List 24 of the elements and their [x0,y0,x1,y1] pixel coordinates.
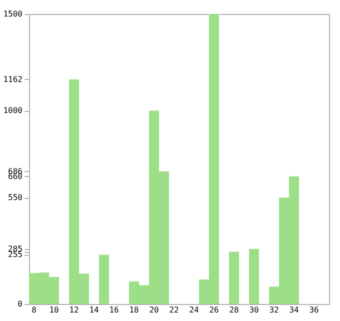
x-tick-label: 20 [149,306,159,314]
y-tick-label: 550 [8,193,23,202]
x-tick-label: 16 [109,306,119,314]
x-tick-label: 8 [32,306,37,314]
x-tick-label: 28 [229,306,239,314]
x-tick-label: 14 [89,306,99,314]
x-tick-label: 24 [189,306,199,314]
bar [99,254,109,304]
y-tick-label: 0 [18,300,23,308]
x-tick-label: 30 [249,306,259,314]
x-tick-label: 18 [129,306,139,314]
x-tick-label: 32 [269,306,279,314]
x-tick-label: 36 [309,306,319,314]
bar [249,248,259,304]
y-tick-label: 285 [8,244,23,254]
y-tick-label: 1500 [3,10,23,18]
x-tick-label: 12 [69,306,79,314]
bar [229,252,239,304]
y-tick-label: 1162 [3,74,23,84]
y-tick-label: 1000 [3,106,23,116]
x-tick-label: 10 [49,306,59,314]
x-tick-label: 34 [289,306,299,314]
x-tick-label: 26 [209,306,219,314]
x-tick-label: 22 [169,306,179,314]
